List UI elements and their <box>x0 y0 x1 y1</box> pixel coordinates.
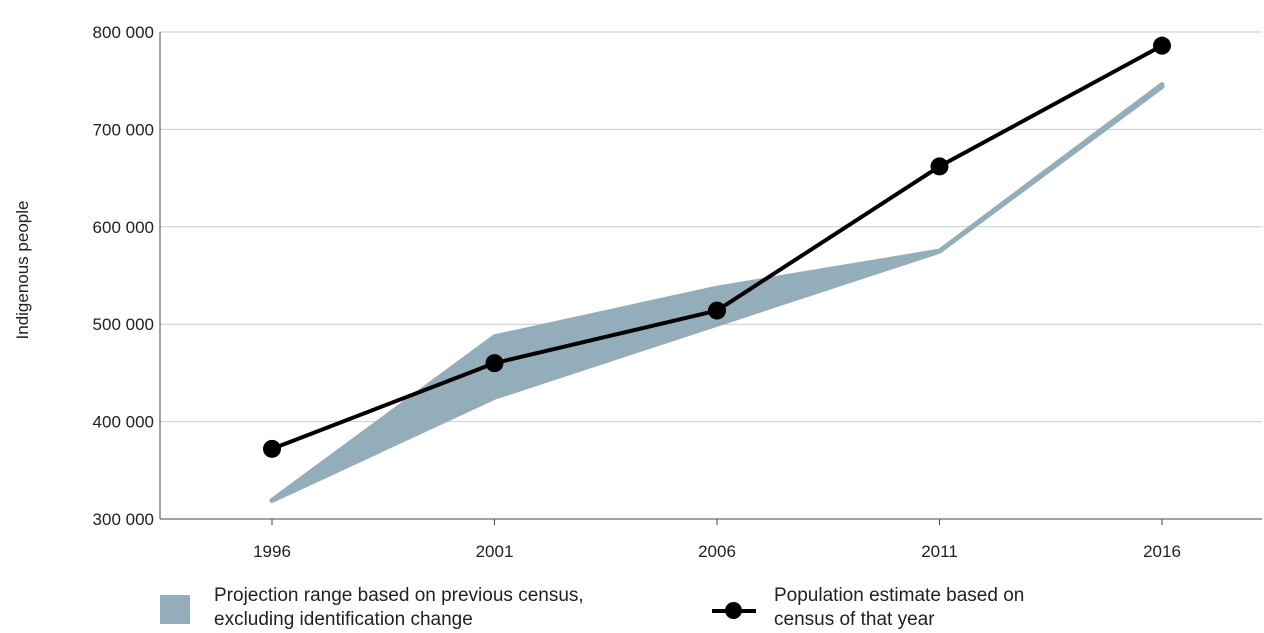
data-point-2016 <box>1153 36 1171 55</box>
y-tick-label: 700 000 <box>93 120 154 139</box>
y-axis-label: Indigenous people <box>13 200 32 340</box>
data-point-1996 <box>263 439 281 458</box>
legend-label-line-1: Population estimate based on <box>774 585 1025 606</box>
legend-label-line-1: Projection range based on previous censu… <box>214 585 584 606</box>
x-tick-label: 2011 <box>921 542 958 561</box>
population-estimate-line <box>271 43 1163 451</box>
x-tick-label: 2016 <box>1143 542 1181 561</box>
data-point-2001 <box>485 354 504 373</box>
x-tick-label: 2001 <box>476 542 514 561</box>
legend-label-projection-range: Projection range based on previous censu… <box>214 585 584 633</box>
x-tick-label: 1996 <box>253 542 291 561</box>
legend-label-line-2: census of that year <box>774 609 935 630</box>
projection-range-band <box>269 82 1165 503</box>
chart-area: 300 000 400 000 500 000 600 000 700 000 800 0… <box>93 23 1262 561</box>
legend-swatch-line <box>712 600 756 620</box>
legend-label-line-2: excluding identification change <box>214 609 473 630</box>
legend-label-population-estimate: Population estimate based on census of t… <box>774 585 1024 633</box>
y-tick-label: 500 000 <box>93 315 154 334</box>
data-point-2011 <box>930 157 949 176</box>
y-axis-title: Indigenous people <box>8 100 38 440</box>
y-tick-label: 400 000 <box>93 413 154 432</box>
y-tick-label: 600 000 <box>93 218 154 237</box>
legend-swatch-band <box>160 595 190 624</box>
y-tick-label: 300 000 <box>93 510 154 529</box>
y-tick-label: 800 000 <box>93 23 154 42</box>
data-point-2006 <box>708 301 726 320</box>
x-tick-label: 2006 <box>698 542 736 561</box>
